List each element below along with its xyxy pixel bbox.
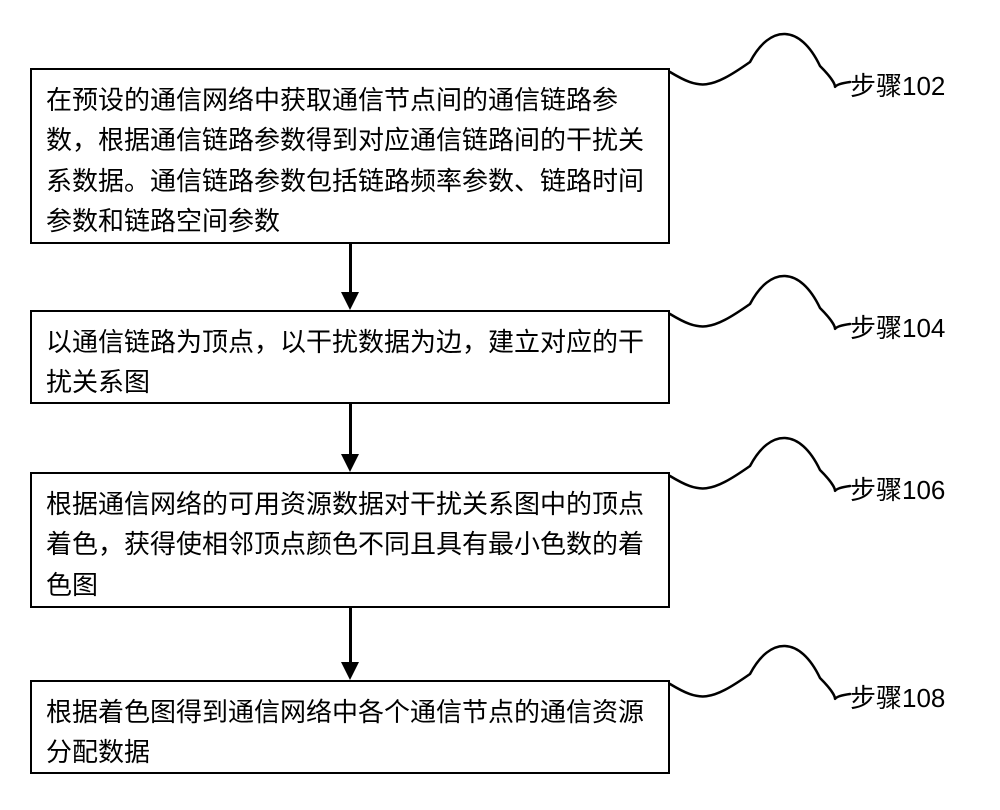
step-label-step104: 步骤104 — [850, 308, 945, 345]
step-box-step108: 根据着色图得到通信网络中各个通信节点的通信资源分配数据 — [30, 680, 670, 774]
arrow-head-2 — [341, 662, 359, 680]
step-text: 在预设的通信网络中获取通信节点间的通信链路参数，根据通信链路参数得到对应通信链路… — [46, 85, 644, 236]
arrow-head-1 — [341, 454, 359, 472]
step-text: 以通信链路为顶点，以干扰数据为边，建立对应的干扰关系图 — [46, 327, 644, 397]
arrow-line-1 — [349, 404, 352, 454]
step-text: 根据通信网络的可用资源数据对干扰关系图中的顶点着色，获得使相邻顶点颜色不同且具有… — [46, 489, 644, 600]
step-label-step106: 步骤106 — [850, 470, 945, 507]
step-label-step108: 步骤108 — [850, 678, 945, 715]
step-text: 根据着色图得到通信网络中各个通信节点的通信资源分配数据 — [46, 697, 644, 767]
arrow-head-0 — [341, 292, 359, 310]
step-box-step106: 根据通信网络的可用资源数据对干扰关系图中的顶点着色，获得使相邻顶点颜色不同且具有… — [30, 472, 670, 608]
step-box-step102: 在预设的通信网络中获取通信节点间的通信链路参数，根据通信链路参数得到对应通信链路… — [30, 68, 670, 244]
arrow-line-0 — [349, 244, 352, 292]
step-label-step102: 步骤102 — [850, 66, 945, 103]
flowchart-canvas: 在预设的通信网络中获取通信节点间的通信链路参数，根据通信链路参数得到对应通信链路… — [0, 0, 1000, 810]
arrow-line-2 — [349, 608, 352, 662]
step-box-step104: 以通信链路为顶点，以干扰数据为边，建立对应的干扰关系图 — [30, 310, 670, 404]
